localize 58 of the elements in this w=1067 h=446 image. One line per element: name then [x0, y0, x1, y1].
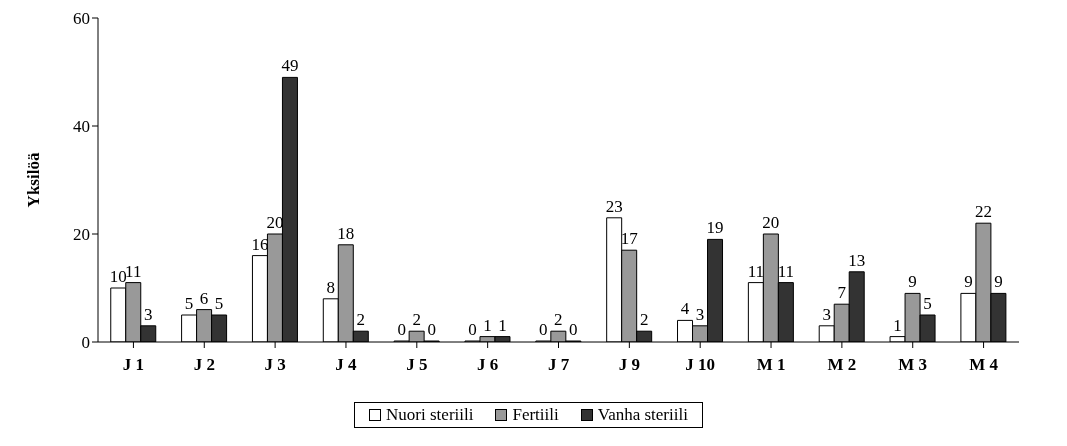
- data-label: 11: [747, 261, 765, 281]
- data-label: 4: [680, 299, 690, 319]
- data-label: 9: [964, 272, 973, 292]
- data-label: 2: [639, 310, 649, 330]
- data-label: 2: [356, 310, 366, 330]
- x-tick-label: J 9: [618, 355, 640, 375]
- legend-label: Fertiili: [511, 405, 559, 425]
- data-label: 0: [468, 320, 477, 339]
- y-tick-label: 60: [73, 9, 90, 29]
- x-tick-label: J 10: [685, 355, 716, 375]
- data-label: 3: [144, 304, 153, 324]
- data-label: 3: [695, 304, 705, 324]
- legend-label: Nuori steriili: [385, 405, 474, 425]
- x-tick-label: M 4: [969, 355, 999, 375]
- data-label: 6: [199, 288, 209, 308]
- x-tick-label: J 2: [193, 355, 215, 375]
- data-label: 11: [777, 261, 795, 281]
- x-tick-label: M 3: [898, 355, 928, 375]
- x-tick-label: J 7: [547, 355, 570, 375]
- y-tick-label: 20: [73, 225, 90, 245]
- data-label: 2: [412, 310, 421, 330]
- data-label: 8: [326, 277, 336, 297]
- data-label: 0: [427, 320, 436, 339]
- y-tick-label: 0: [81, 333, 90, 353]
- data-label: 5: [184, 294, 194, 313]
- data-label: 1: [893, 315, 902, 335]
- data-label: 2: [554, 310, 563, 330]
- data-label: 22: [974, 202, 992, 222]
- data-label: 1: [483, 315, 492, 335]
- data-label: 5: [214, 294, 224, 313]
- data-label: 13: [848, 250, 866, 270]
- data-label: 18: [337, 223, 355, 243]
- data-label: 11: [125, 261, 142, 281]
- data-label: 5: [923, 294, 932, 313]
- x-tick-label: J 5: [406, 355, 428, 375]
- data-label: 10: [109, 267, 127, 286]
- data-label: 0: [539, 320, 548, 339]
- data-label: 0: [397, 320, 406, 339]
- data-label: 1: [498, 315, 507, 335]
- x-tick-label: M 2: [827, 355, 857, 375]
- data-label: 23: [605, 196, 623, 216]
- y-tick-label: 40: [73, 117, 90, 137]
- y-axis-title: Yksilöä: [24, 152, 44, 208]
- data-label: 9: [994, 272, 1003, 292]
- data-label: 17: [620, 229, 639, 249]
- data-label: 49: [281, 56, 299, 76]
- data-label: 9: [908, 272, 917, 292]
- x-tick-label: J 6: [477, 355, 499, 375]
- data-label: 3: [822, 304, 831, 324]
- data-label: 0: [569, 320, 578, 339]
- legend-label: Vanha steriili: [596, 405, 688, 425]
- x-tick-label: M 1: [756, 355, 786, 375]
- data-label: 20: [762, 213, 780, 232]
- data-label: 7: [837, 283, 847, 303]
- x-tick-label: J 3: [264, 355, 286, 375]
- x-tick-label: J 4: [335, 355, 358, 375]
- x-tick-label: J 1: [122, 355, 145, 375]
- data-label: 19: [706, 218, 724, 238]
